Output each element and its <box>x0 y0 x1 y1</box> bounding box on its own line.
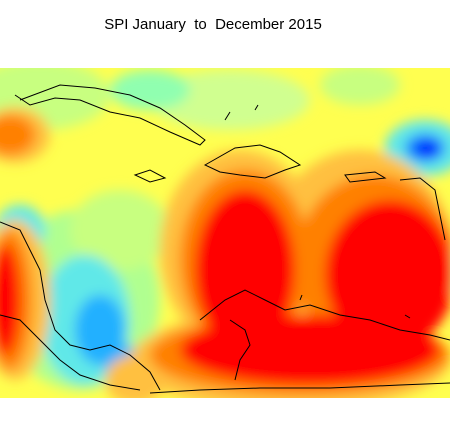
map-title: SPI January to December 2015 <box>104 16 322 33</box>
spi-field <box>0 68 450 398</box>
coastlines <box>0 84 450 394</box>
